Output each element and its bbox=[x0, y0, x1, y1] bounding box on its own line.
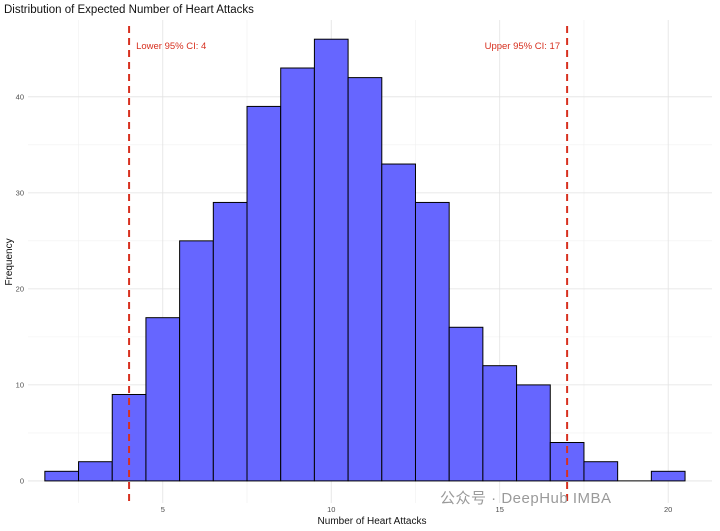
histogram-bar bbox=[516, 384, 551, 482]
confidence-interval-lines: Lower 95% CI: 4 Upper 95% CI: 17 bbox=[128, 26, 569, 503]
histogram-bar bbox=[347, 77, 383, 482]
x-tick-label: 5 bbox=[161, 505, 165, 514]
histogram-bar bbox=[313, 38, 349, 482]
x-axis-label: Number of Heart Attacks bbox=[318, 516, 427, 527]
y-tick-label: 10 bbox=[16, 380, 24, 389]
chart-title: Distribution of Expected Number of Heart… bbox=[4, 4, 254, 16]
histogram-bar bbox=[44, 470, 80, 482]
histogram-bar bbox=[179, 240, 214, 482]
ci-label: Lower 95% CI: 4 bbox=[136, 41, 206, 52]
y-tick-label: 30 bbox=[16, 188, 24, 197]
tick-labels: 5 10 15 20 0 10 20 30 40 bbox=[16, 92, 673, 514]
watermark-text: 公众号 · DeepHub IMBA bbox=[440, 490, 612, 507]
histogram-bar bbox=[583, 461, 619, 482]
histogram-bar bbox=[246, 105, 282, 482]
y-tick-label: 20 bbox=[16, 284, 24, 293]
x-tick-label: 10 bbox=[327, 505, 335, 514]
ci-label: Upper 95% CI: 17 bbox=[485, 41, 561, 52]
y-tick-label: 40 bbox=[16, 92, 24, 101]
histogram-bar bbox=[78, 461, 113, 482]
x-tick-label: 20 bbox=[664, 505, 672, 514]
histogram-bar bbox=[145, 317, 181, 482]
histogram-bar bbox=[381, 163, 416, 482]
x-tick-label: 15 bbox=[496, 505, 504, 514]
y-axis-label: Frequency bbox=[4, 238, 15, 285]
histogram-bar bbox=[280, 67, 315, 482]
histogram-bar bbox=[650, 470, 686, 482]
histogram-bar bbox=[482, 365, 518, 482]
histogram-bar bbox=[212, 201, 248, 482]
histogram-bar bbox=[414, 201, 450, 482]
y-tick-label: 0 bbox=[20, 476, 24, 485]
histogram-bar bbox=[448, 326, 484, 482]
histogram-bars bbox=[44, 38, 686, 482]
